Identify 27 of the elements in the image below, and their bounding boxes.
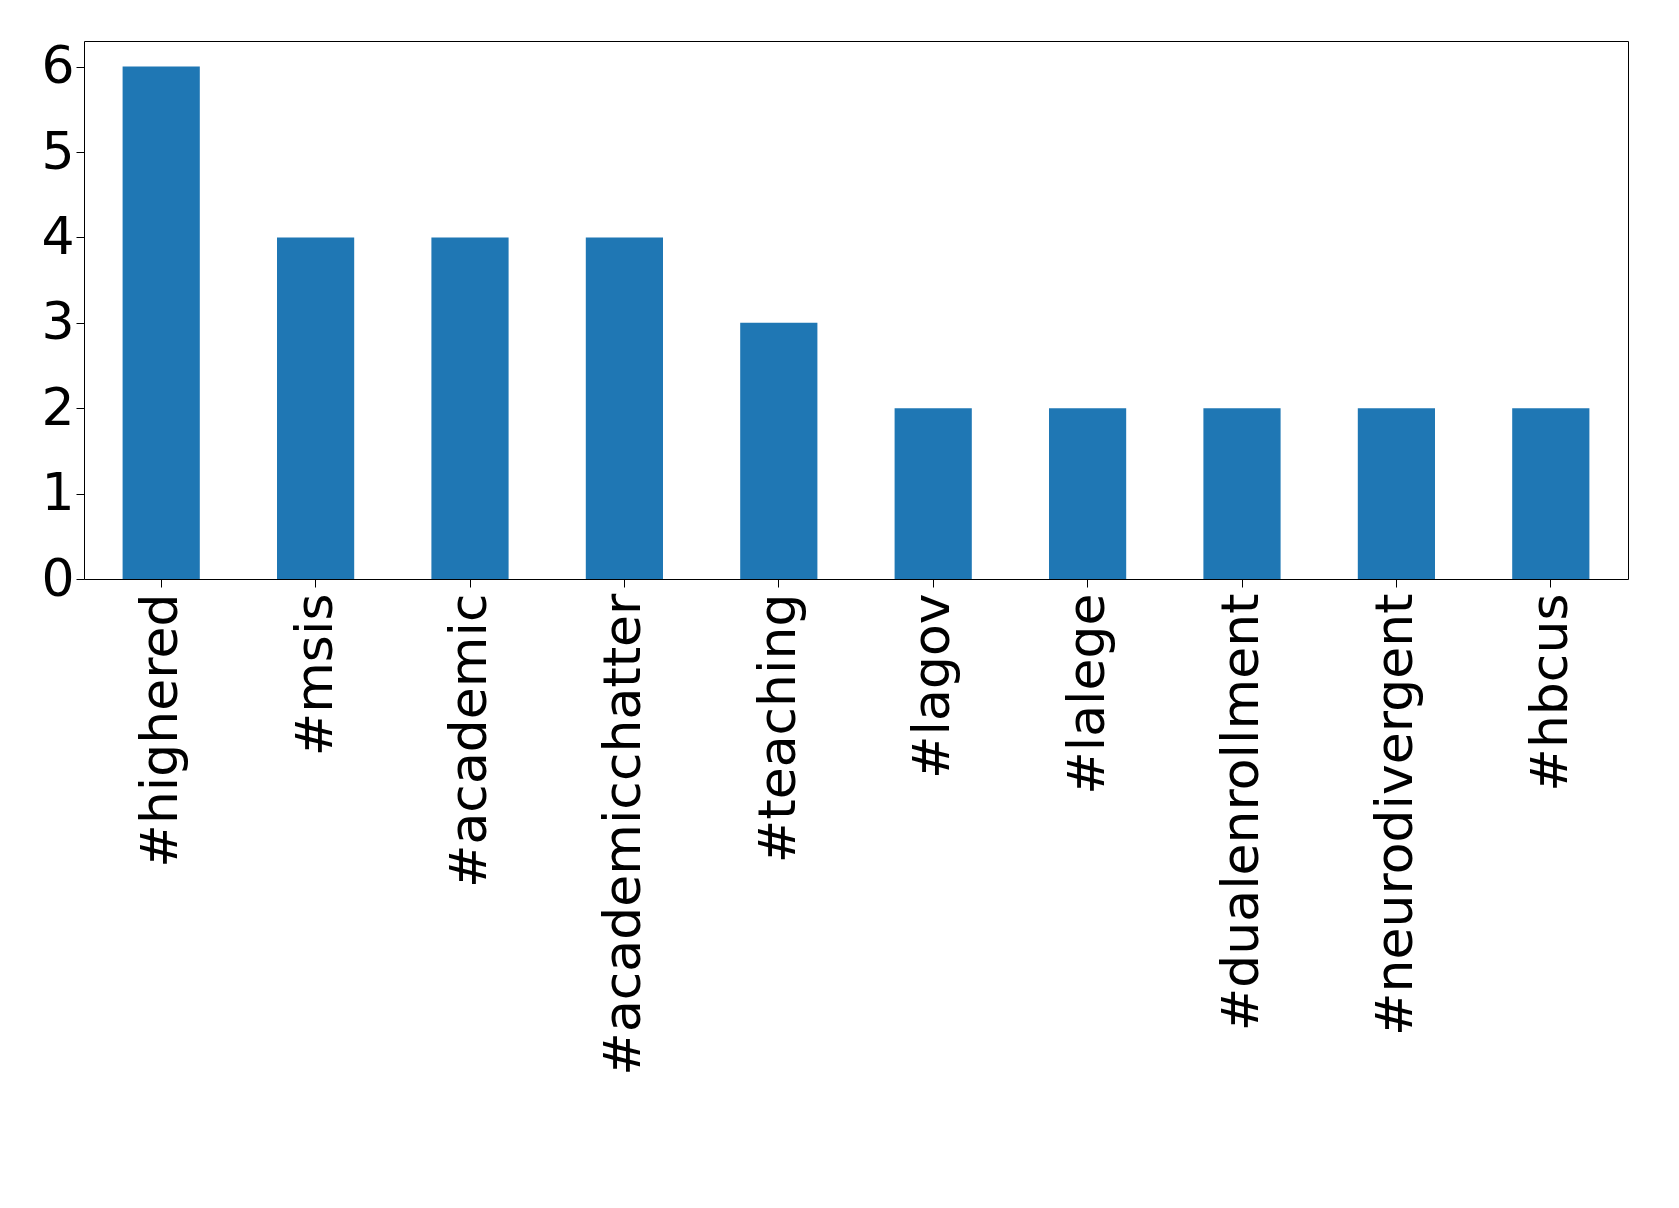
bar bbox=[1049, 408, 1127, 579]
bar bbox=[740, 322, 818, 579]
bar bbox=[894, 408, 972, 579]
bar bbox=[1357, 408, 1435, 579]
y-tick-label: 5 bbox=[41, 120, 75, 181]
y-tick-label: 3 bbox=[41, 291, 75, 352]
x-tick-label: #msis bbox=[283, 593, 344, 757]
x-tick-label: #highered bbox=[129, 593, 190, 868]
bar bbox=[122, 66, 200, 579]
bar bbox=[1203, 408, 1281, 579]
y-tick-label: 4 bbox=[41, 205, 75, 266]
y-tick-label: 2 bbox=[41, 376, 75, 437]
bar bbox=[1512, 408, 1590, 579]
x-tick-label: #teaching bbox=[746, 593, 807, 864]
x-tick-label: #lagov bbox=[901, 593, 962, 779]
y-tick-label: 1 bbox=[41, 462, 75, 523]
y-tick-label: 6 bbox=[41, 35, 75, 96]
y-tick-label: 0 bbox=[41, 547, 75, 608]
x-tick-label: #academic bbox=[438, 593, 498, 889]
x-tick-label: #academicchatter bbox=[592, 592, 653, 1076]
bar bbox=[585, 237, 663, 579]
bar bbox=[431, 237, 509, 579]
bar bbox=[277, 237, 355, 579]
x-tick-label: #hbcus bbox=[1518, 593, 1579, 792]
x-tick-label: #lalege bbox=[1055, 593, 1116, 795]
x-tick-label: #dualenrollment bbox=[1210, 593, 1270, 1032]
x-tick-label: #neurodivergent bbox=[1364, 593, 1425, 1037]
